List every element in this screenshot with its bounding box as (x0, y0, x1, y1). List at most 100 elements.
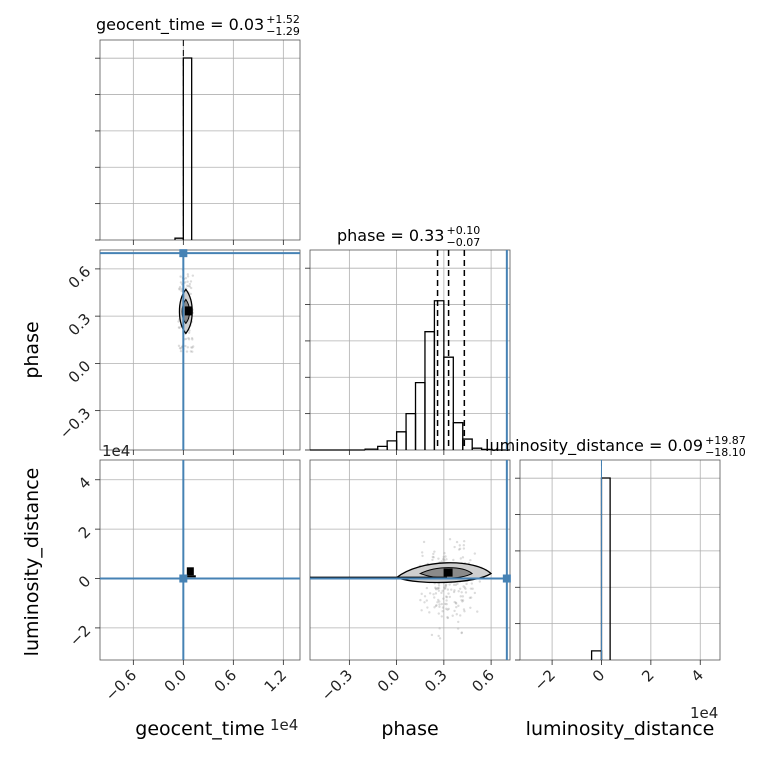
sample-point (420, 592, 423, 596)
sample-point (469, 596, 473, 599)
sample-point (432, 556, 435, 559)
sample-point (446, 616, 450, 620)
panel-luminosity_distance-vs-phase (309, 459, 511, 661)
sample-point (443, 586, 446, 589)
panel-title-geocent_time: geocent_time = 0.03 (96, 15, 264, 35)
sample-point (435, 588, 438, 591)
hist-bar (414, 382, 426, 450)
offset-label-ld-y: 1e4 (102, 442, 130, 460)
sample-point (442, 555, 445, 559)
sample-point (191, 338, 194, 341)
panel-title-luminosity_distance: luminosity_distance = 0.09 (485, 436, 703, 456)
sample-point (448, 595, 452, 599)
sample-point (455, 540, 459, 544)
sample-point (185, 350, 189, 353)
sample-point (444, 555, 447, 558)
title-plus-phase: +0.10 (446, 224, 480, 237)
sample-point (440, 560, 444, 563)
sample-point (186, 284, 189, 287)
sample-point (437, 557, 440, 560)
y-tick-label: −2 (66, 622, 94, 650)
sample-point (463, 610, 466, 613)
sample-point (189, 286, 193, 290)
sample-point (464, 591, 468, 594)
sample-point (184, 277, 188, 280)
sample-point (448, 583, 451, 586)
sample-point (462, 585, 465, 588)
sample-point (433, 596, 436, 599)
sample-point (457, 604, 460, 608)
sample-point (436, 586, 440, 590)
truth-point (179, 574, 188, 583)
sample-point (435, 604, 438, 607)
sample-point (448, 538, 452, 541)
sample-point (428, 611, 431, 614)
sample-point (438, 603, 441, 606)
sample-point (187, 338, 191, 341)
sample-point (465, 582, 468, 586)
sample-point (420, 551, 424, 554)
sample-point (458, 547, 462, 551)
sample-point (191, 274, 195, 277)
sample-point (444, 586, 447, 590)
sample-point (188, 285, 192, 288)
sample-point (179, 275, 182, 278)
sample-point (454, 602, 458, 605)
sample-point (425, 599, 429, 602)
sample-point (476, 610, 479, 613)
sample-point (462, 608, 466, 611)
sample-point (190, 337, 194, 340)
sample-point (443, 587, 446, 591)
sample-point (186, 275, 190, 278)
sample-point (460, 591, 463, 594)
hist-bar (182, 57, 193, 240)
sample-point (192, 345, 195, 348)
sample-point (462, 547, 466, 550)
sample-point (441, 610, 444, 613)
panel-frame (99, 459, 301, 661)
sample-point (460, 631, 464, 634)
title-minus-phase: −0.07 (446, 236, 480, 249)
sample-point (445, 602, 448, 606)
sample-point (178, 346, 182, 350)
sample-point (178, 287, 181, 290)
title-minus-geocent_time: −1.29 (266, 25, 300, 38)
sample-point (453, 589, 456, 592)
hist-geocent_time (174, 57, 193, 240)
x-tick-label: 0.0 (374, 666, 404, 696)
truth-point (179, 249, 188, 258)
hist-bar (600, 477, 611, 660)
sample-point (434, 604, 438, 608)
sample-point (458, 587, 462, 590)
sample-point (437, 612, 440, 615)
hist-bar (443, 356, 454, 450)
hist-bar (481, 448, 492, 451)
sample-point (437, 587, 441, 590)
sample-point (459, 614, 462, 617)
sample-point (433, 550, 436, 553)
sample-point (444, 584, 448, 588)
sample-point (419, 598, 422, 602)
sample-point (461, 556, 465, 559)
sample-point (187, 284, 190, 288)
y-tick-label: 4 (75, 473, 94, 492)
x-tick-label: −2 (531, 666, 559, 694)
sample-point (442, 597, 445, 600)
sample-point (459, 557, 462, 560)
sample-point (470, 582, 474, 585)
sample-point (432, 593, 435, 596)
panel-phase-vs-geocent_time (99, 249, 301, 451)
x-tick-label: 0.6 (211, 666, 241, 696)
sample-point (431, 558, 434, 562)
sample-point (469, 606, 472, 609)
panel-frame (309, 249, 511, 451)
sample-point (462, 540, 466, 543)
sample-point (430, 633, 434, 637)
sample-point (456, 627, 460, 630)
sample-point (434, 592, 438, 595)
sample-point (444, 583, 448, 586)
hist-luminosity_distance (590, 477, 611, 660)
sample-point (189, 280, 193, 283)
sample-point (452, 590, 456, 594)
sample-point (445, 599, 448, 602)
